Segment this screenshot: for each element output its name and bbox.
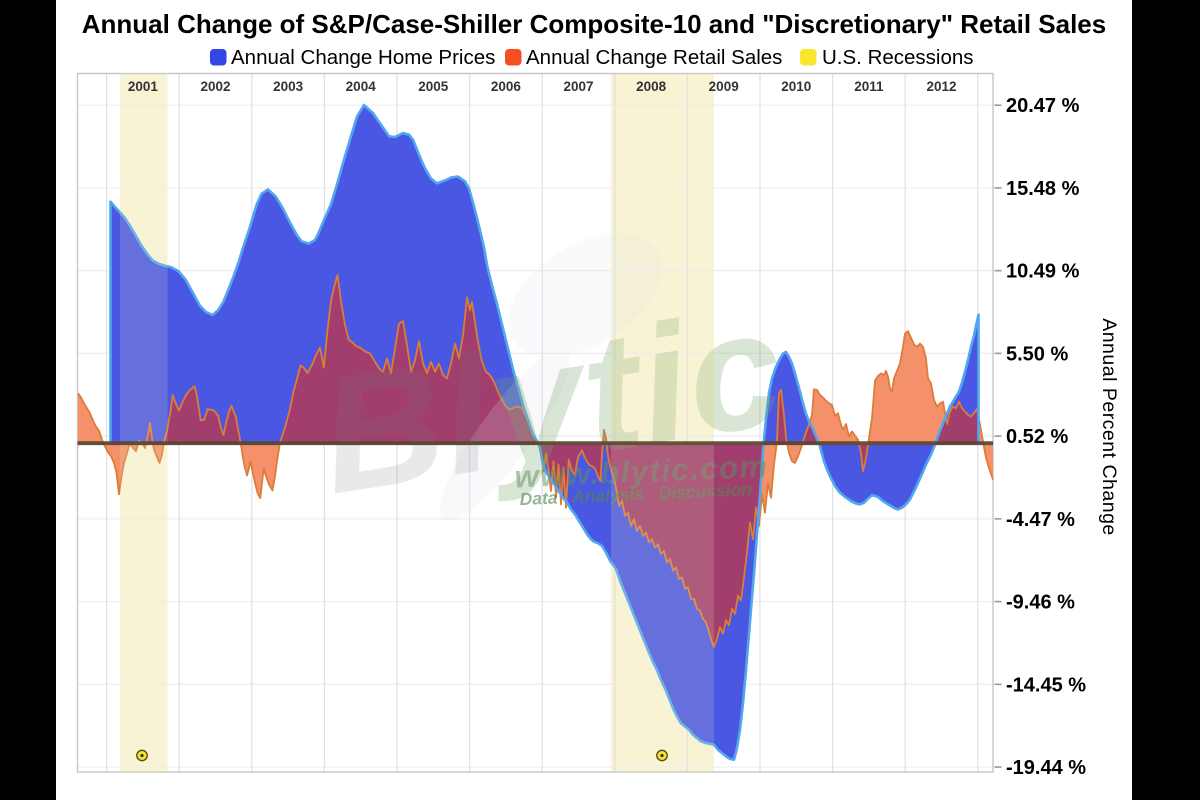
svg-text:10.49 %: 10.49 % xyxy=(1006,261,1080,283)
svg-text:0.52 %: 0.52 % xyxy=(1006,426,1068,448)
svg-text:-19.44 %: -19.44 % xyxy=(1006,757,1086,779)
svg-text:Annual Change Retail Sales: Annual Change Retail Sales xyxy=(526,46,782,69)
svg-text:-4.47 %: -4.47 % xyxy=(1006,509,1075,531)
svg-text:2002: 2002 xyxy=(200,79,230,94)
svg-text:5.50 %: 5.50 % xyxy=(1006,343,1068,365)
svg-text:Annual Percent Change: Annual Percent Change xyxy=(1098,318,1120,536)
svg-text:2008: 2008 xyxy=(636,79,667,94)
svg-text:Annual Change of S&P/Case-Shil: Annual Change of S&P/Case-Shiller Compos… xyxy=(82,9,1106,39)
svg-text:2012: 2012 xyxy=(926,79,956,94)
svg-text:2003: 2003 xyxy=(273,79,304,94)
svg-text:2007: 2007 xyxy=(563,79,593,94)
svg-text:U.S. Recessions: U.S. Recessions xyxy=(822,46,974,69)
svg-text:2011: 2011 xyxy=(854,79,884,94)
svg-text:2004: 2004 xyxy=(346,79,377,94)
svg-text:2009: 2009 xyxy=(709,79,739,94)
svg-text:-14.45 %: -14.45 % xyxy=(1006,674,1086,696)
svg-text:-9.46 %: -9.46 % xyxy=(1006,592,1075,614)
svg-text:2001: 2001 xyxy=(128,79,159,94)
svg-text:15.48 %: 15.48 % xyxy=(1006,178,1080,200)
svg-text:2006: 2006 xyxy=(491,79,522,94)
svg-text:20.47 %: 20.47 % xyxy=(1006,95,1080,117)
svg-text:2010: 2010 xyxy=(781,79,811,94)
svg-text:Annual Change Home Prices: Annual Change Home Prices xyxy=(231,46,495,69)
svg-text:2005: 2005 xyxy=(418,79,449,94)
